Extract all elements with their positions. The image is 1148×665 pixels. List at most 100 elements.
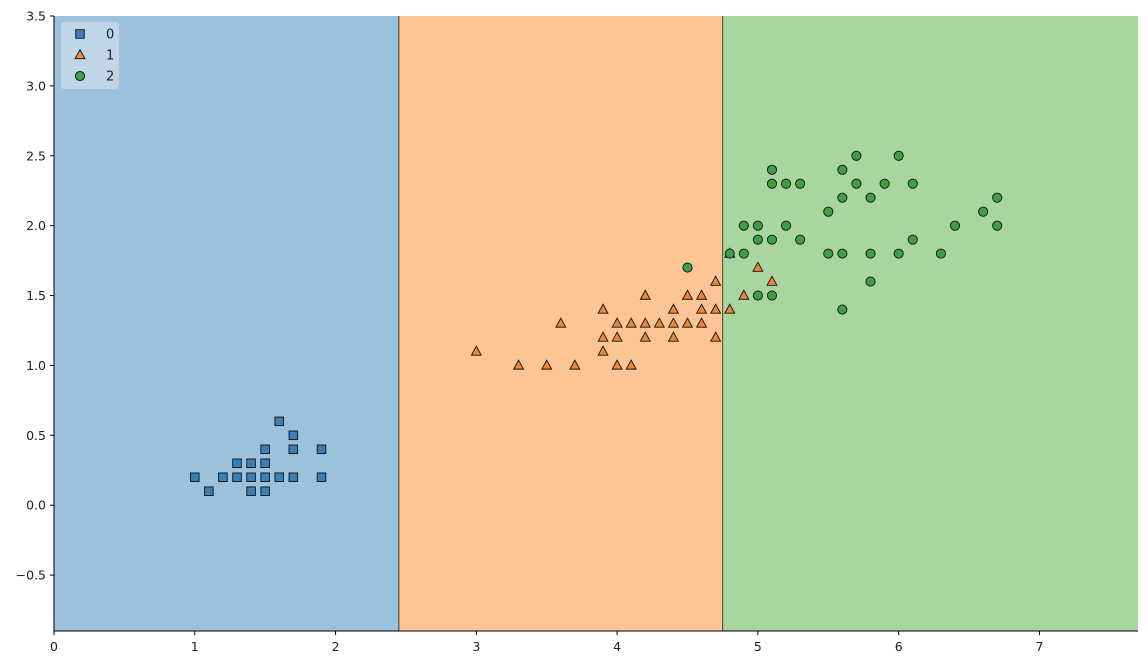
x-tick-label: 0 xyxy=(50,639,58,654)
legend-entry-0: 0 xyxy=(75,28,114,43)
data-point-class-0 xyxy=(246,458,256,469)
data-point-class-0 xyxy=(316,472,327,483)
legend: 0 1 2 xyxy=(60,21,120,90)
data-point-class-1 xyxy=(710,331,722,342)
data-point-class-2 xyxy=(978,206,989,217)
data-point-class-2 xyxy=(837,164,848,175)
data-point-class-0 xyxy=(288,430,299,441)
decision-region-0 xyxy=(54,16,399,631)
data-point-class-1 xyxy=(597,303,609,314)
data-point-class-2 xyxy=(837,248,848,259)
data-point-class-1 xyxy=(625,317,637,328)
data-point-class-2 xyxy=(781,220,792,231)
data-point-class-0 xyxy=(246,486,256,496)
x-tick-label: 4 xyxy=(613,639,621,654)
y-tick-label: 0.0 xyxy=(26,498,46,513)
data-point-class-2 xyxy=(752,234,763,245)
data-point-class-2 xyxy=(766,178,778,189)
x-tick-label: 6 xyxy=(895,639,903,654)
data-point-class-1 xyxy=(611,359,623,370)
data-point-class-1 xyxy=(625,359,637,370)
legend-marker-2 xyxy=(74,70,86,82)
y-tick-label: 3.0 xyxy=(26,78,46,93)
data-point-class-2 xyxy=(851,178,862,189)
data-point-class-1 xyxy=(710,275,722,286)
legend-label: 0 xyxy=(106,28,114,43)
legend-entry-2: 2 xyxy=(74,70,114,85)
data-point-class-2 xyxy=(795,234,806,245)
data-point-class-1 xyxy=(695,317,708,328)
data-point-class-1 xyxy=(597,331,609,342)
data-point-class-1 xyxy=(681,317,694,328)
data-point-class-1 xyxy=(710,303,722,314)
data-point-class-2 xyxy=(682,262,693,273)
data-point-class-0 xyxy=(260,472,270,483)
legend-marker-0 xyxy=(75,29,85,39)
data-point-class-2 xyxy=(738,248,749,259)
data-point-class-2 xyxy=(766,164,778,175)
data-point-class-2 xyxy=(949,220,961,231)
data-point-class-1 xyxy=(639,331,651,342)
x-tick-label: 3 xyxy=(472,639,480,654)
data-point-class-0 xyxy=(204,486,214,496)
y-tick-label: 1.0 xyxy=(26,358,46,373)
y-tick-label: −0.5 xyxy=(16,568,46,583)
data-point-class-2 xyxy=(879,178,890,189)
data-point-class-2 xyxy=(724,248,735,259)
data-point-class-0 xyxy=(218,472,228,483)
x-tick-label: 7 xyxy=(1035,639,1043,654)
data-point-class-0 xyxy=(274,472,284,483)
legend-marker-1 xyxy=(74,48,86,60)
data-point-class-1 xyxy=(724,303,736,314)
data-point-class-0 xyxy=(274,416,284,427)
data-point-class-0 xyxy=(246,472,256,483)
data-point-class-2 xyxy=(893,248,904,259)
data-point-class-2 xyxy=(766,290,778,301)
data-point-class-2 xyxy=(992,192,1003,203)
data-point-class-0 xyxy=(232,458,242,469)
data-point-class-1 xyxy=(681,289,694,300)
legend-label: 2 xyxy=(106,70,114,85)
x-tick-label: 1 xyxy=(191,639,199,654)
x-tick-label: 2 xyxy=(332,639,340,654)
data-point-class-2 xyxy=(752,290,763,301)
data-point-class-2 xyxy=(851,150,862,161)
data-point-class-0 xyxy=(232,472,242,483)
data-point-class-1 xyxy=(667,331,680,342)
decision-regions xyxy=(54,16,1138,631)
y-tick-label: 2.0 xyxy=(26,218,46,233)
series-2-points xyxy=(682,150,1003,315)
y-tick-label: 2.5 xyxy=(26,148,46,163)
legend-entry-1: 1 xyxy=(74,48,114,64)
data-point-class-2 xyxy=(907,178,918,189)
data-point-class-2 xyxy=(865,248,876,259)
x-tick-label: 5 xyxy=(754,639,762,654)
series-0-points xyxy=(190,416,327,496)
data-point-class-0 xyxy=(260,458,270,469)
axes: 0 1 2 3 4 5 6 7 −0.5 0.0 0.5 1.0 1.5 2.0 2.5 3.0 3.5 xyxy=(16,9,1138,654)
data-point-class-2 xyxy=(907,234,918,245)
decision-boundaries xyxy=(398,16,724,631)
data-point-class-1 xyxy=(653,317,666,328)
data-point-class-2 xyxy=(837,192,848,203)
data-point-class-1 xyxy=(639,317,651,328)
data-point-class-1 xyxy=(569,359,581,370)
decision-region-2 xyxy=(722,16,1138,631)
data-point-class-2 xyxy=(992,220,1003,231)
data-point-class-1 xyxy=(611,331,623,342)
data-point-class-1 xyxy=(541,359,553,370)
data-point-class-1 xyxy=(738,289,750,300)
data-point-class-2 xyxy=(781,178,792,189)
data-point-class-1 xyxy=(752,261,764,272)
data-point-class-2 xyxy=(738,220,749,231)
data-point-class-1 xyxy=(695,303,708,314)
data-point-class-1 xyxy=(611,317,623,328)
data-point-class-1 xyxy=(667,317,680,328)
data-point-class-2 xyxy=(766,234,778,245)
data-point-class-0 xyxy=(260,486,270,496)
data-point-class-0 xyxy=(316,444,327,455)
data-point-class-1 xyxy=(695,289,708,300)
data-point-class-1 xyxy=(766,275,778,286)
data-point-class-2 xyxy=(865,192,876,203)
data-point-class-1 xyxy=(639,289,651,300)
